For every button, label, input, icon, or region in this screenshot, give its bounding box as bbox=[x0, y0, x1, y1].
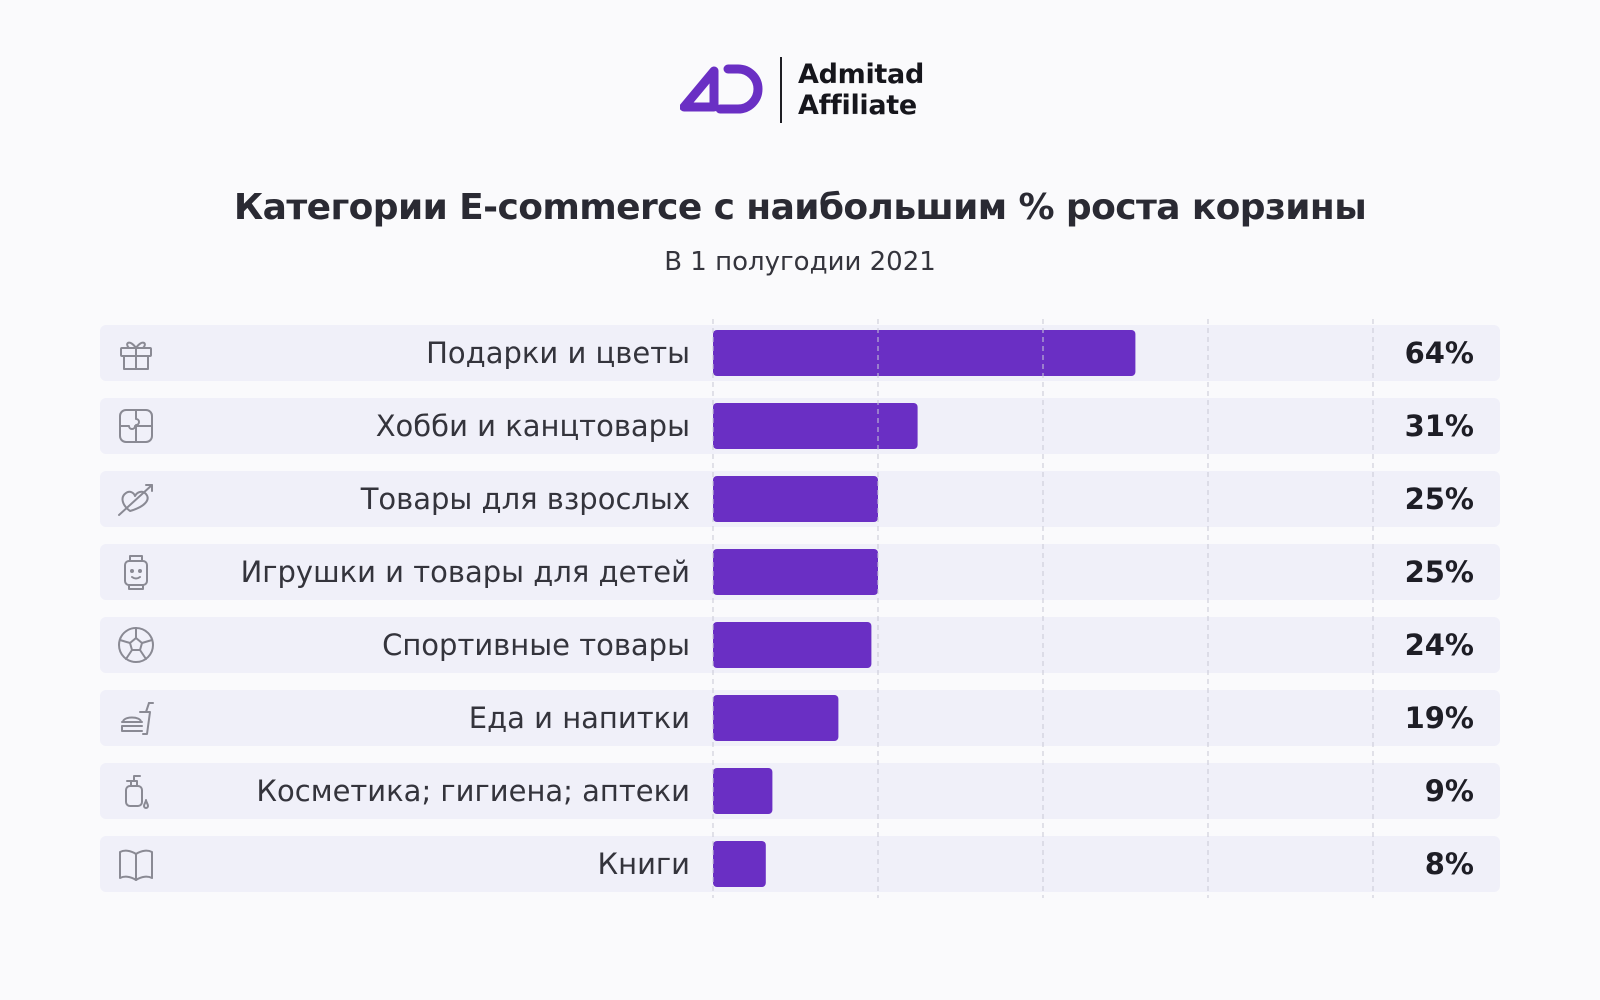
value-label: 25% bbox=[1404, 482, 1474, 516]
soap-icon bbox=[116, 771, 156, 811]
category-label: Товары для взрослых bbox=[360, 482, 690, 516]
chart-row: Косметика; гигиена; аптеки 9% bbox=[100, 763, 1500, 819]
food-drink-icon bbox=[116, 698, 156, 738]
ball-icon bbox=[116, 625, 156, 665]
category-label: Косметика; гигиена; аптеки bbox=[256, 774, 690, 808]
category-label: Спортивные товары bbox=[382, 628, 690, 662]
category-label: Книги bbox=[597, 847, 690, 881]
book-icon bbox=[116, 844, 156, 884]
category-label: Хобби и канцтовары bbox=[375, 409, 690, 443]
value-label: 31% bbox=[1404, 409, 1474, 443]
gift-icon bbox=[116, 333, 156, 373]
toy-icon bbox=[116, 552, 156, 592]
chart-row: Игрушки и товары для детей 25% bbox=[100, 544, 1500, 600]
chart-title: Категории E-commerce с наибольшим % рост… bbox=[233, 187, 1367, 228]
brand-name: Admitad Affiliate bbox=[798, 59, 924, 121]
chart-row: Книги 8% bbox=[100, 836, 1500, 892]
chart-row: Спортивные товары 24% bbox=[100, 617, 1500, 673]
value-label: 25% bbox=[1404, 555, 1474, 589]
category-label: Игрушки и товары для детей bbox=[240, 555, 690, 589]
admitad-logo-icon bbox=[680, 64, 763, 114]
chart-row: Товары для взрослых 25% bbox=[100, 471, 1500, 527]
logo-divider bbox=[780, 57, 782, 123]
puzzle-icon bbox=[116, 406, 156, 446]
value-label: 9% bbox=[1424, 774, 1474, 808]
value-label: 19% bbox=[1404, 701, 1474, 735]
brand-name-line-2: Affiliate bbox=[798, 90, 917, 121]
chart-row: Еда и напитки 19% bbox=[100, 690, 1500, 746]
heart-arrow-icon bbox=[116, 479, 156, 519]
category-label: Еда и напитки bbox=[468, 701, 690, 735]
brand-logo: Admitad Affiliate bbox=[680, 55, 924, 125]
brand-name-line-1: Admitad bbox=[798, 59, 924, 90]
category-label: Подарки и цветы bbox=[426, 336, 690, 370]
chart-row: Подарки и цветы 64% bbox=[100, 325, 1500, 381]
value-label: 64% bbox=[1404, 336, 1474, 370]
chart-subtitle: В 1 полугодии 2021 bbox=[664, 247, 936, 277]
value-label: 24% bbox=[1404, 628, 1474, 662]
chart-row: Хобби и канцтовары 31% bbox=[100, 398, 1500, 454]
value-label: 8% bbox=[1424, 847, 1474, 881]
